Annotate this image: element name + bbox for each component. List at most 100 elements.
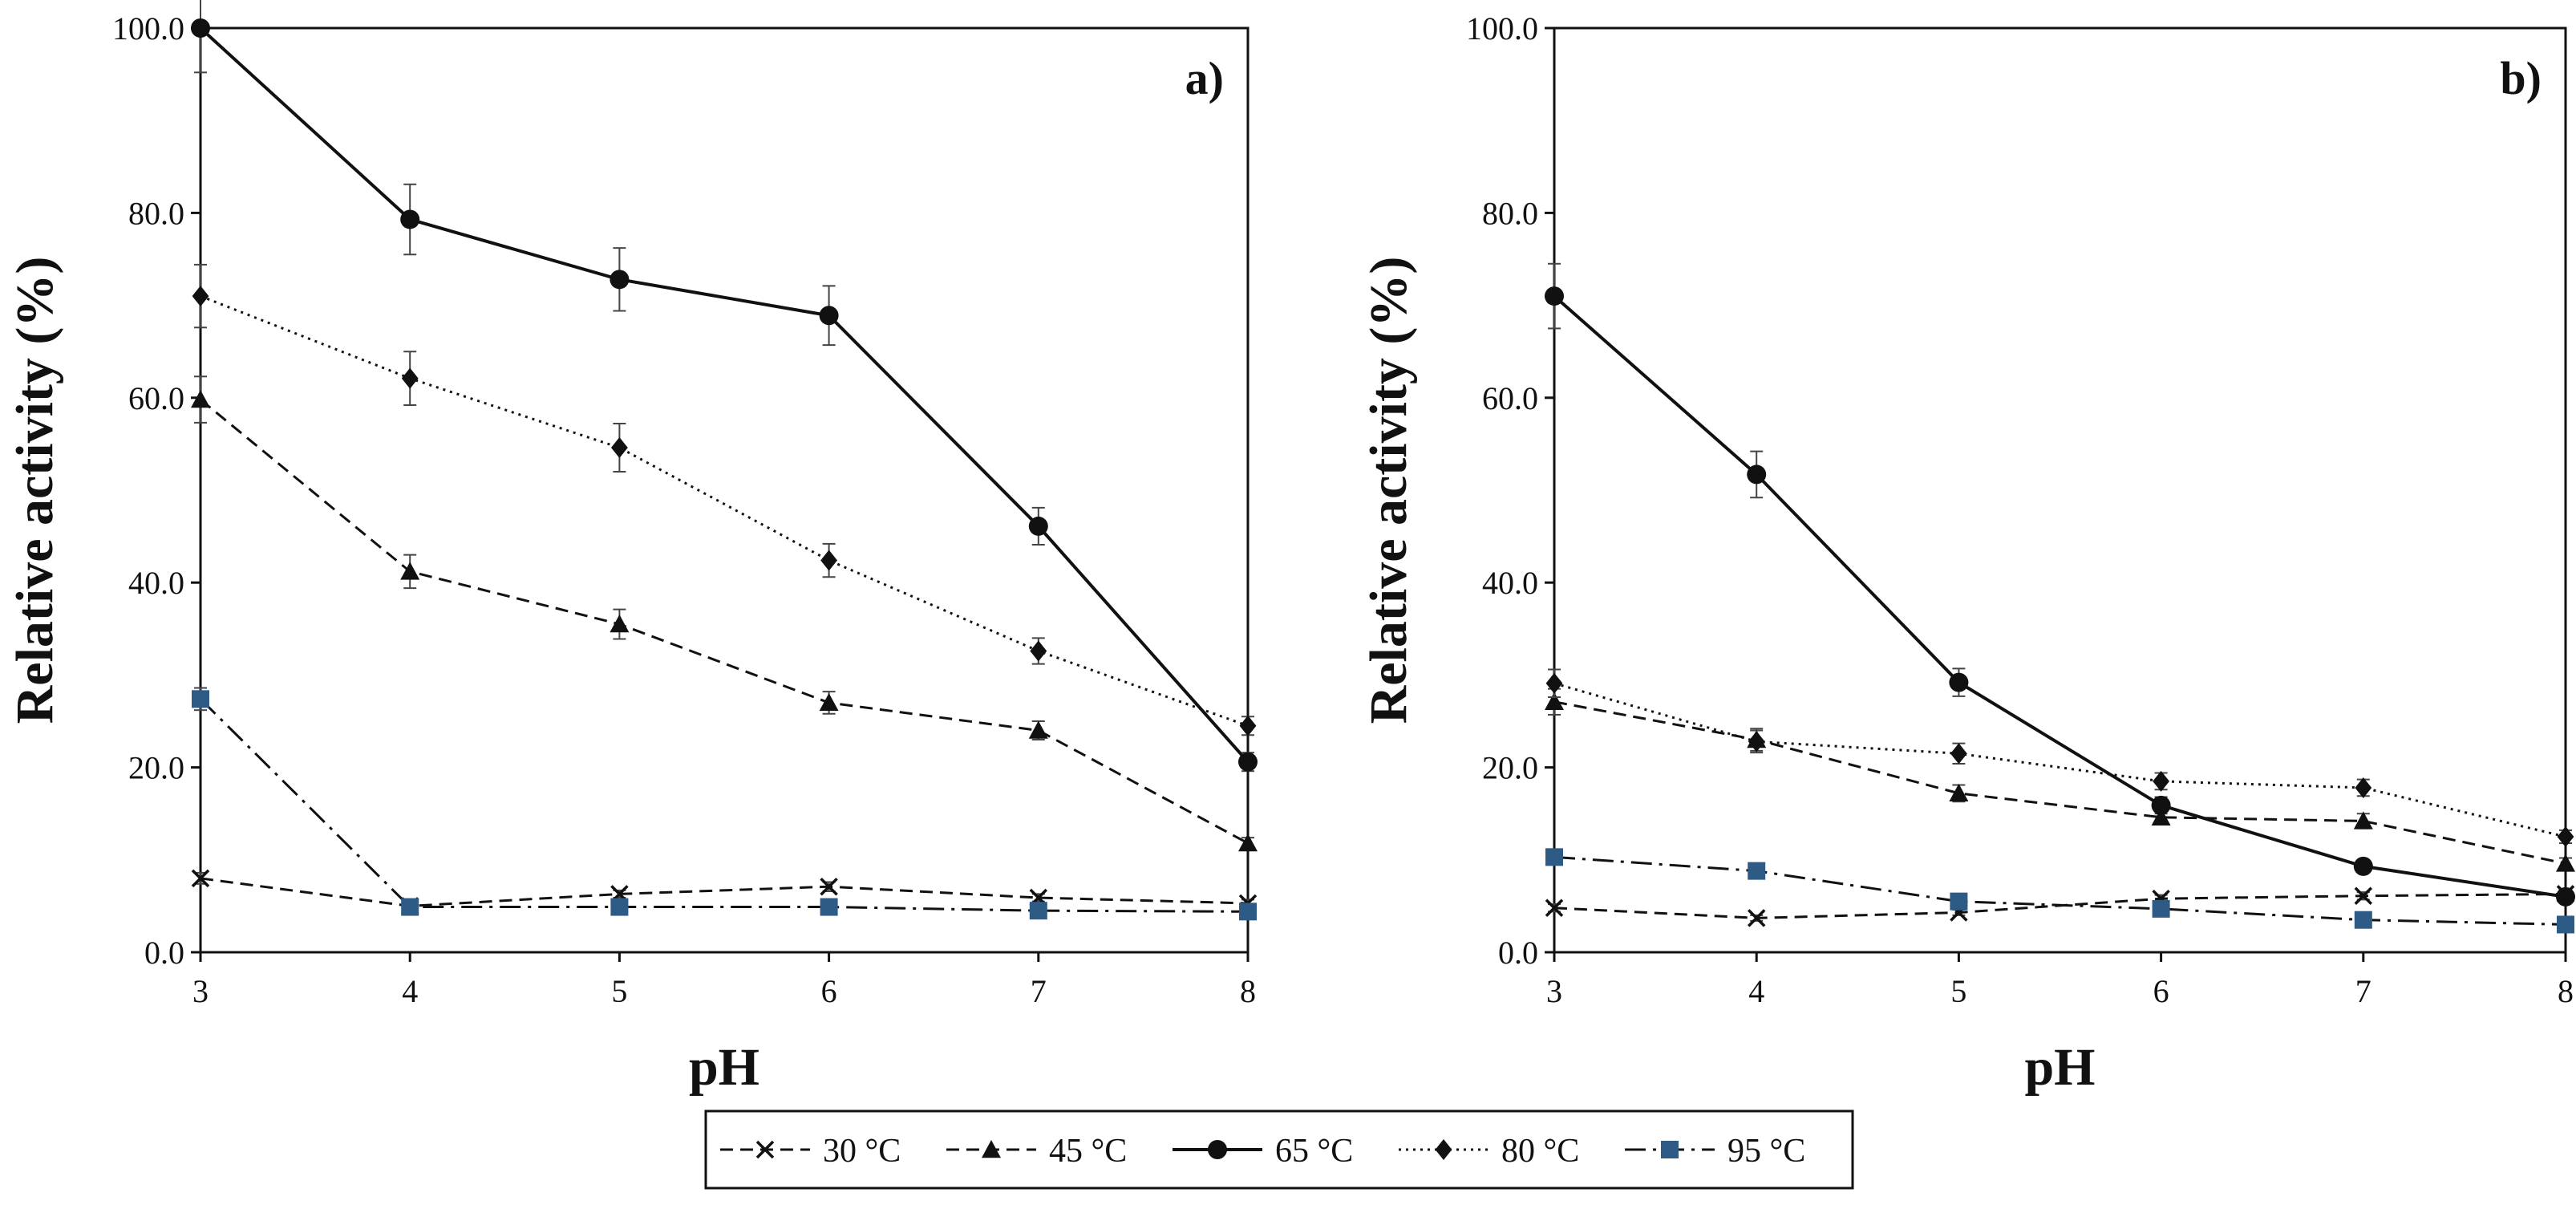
panel-b-data-point — [2355, 777, 2372, 798]
panel-a-data-point — [400, 562, 420, 580]
panel-b-data-point — [1747, 909, 1766, 927]
panel-b-data-point — [1950, 892, 1968, 911]
panel-a-series-line — [199, 26, 1250, 764]
legend-marker — [982, 1140, 1001, 1158]
panel-b-data-point — [1748, 862, 1766, 880]
panel-a-data-point — [611, 437, 628, 459]
panel-a-y-tick-label: 0.0 — [144, 935, 184, 971]
panel-a-data-point — [1238, 752, 1258, 772]
panel-b-data-point — [1747, 464, 1767, 485]
panel-a-data-point — [1029, 902, 1047, 920]
panel-a-data-point — [1238, 834, 1258, 852]
panel-b-y-tick-label: 0.0 — [1498, 935, 1538, 971]
legend-entry: 30 °C — [720, 1133, 901, 1170]
panel-b-data-point — [2557, 826, 2574, 847]
panel-a-y-axis-title: Relative activity (%) — [6, 257, 64, 724]
panel-b-data-point — [1949, 672, 1969, 692]
panel-b-data-point — [2354, 911, 2372, 929]
panel-b-y-tick-label: 20.0 — [1482, 750, 1538, 786]
panel-b-series-line — [1553, 855, 2566, 926]
panel-a-data-point — [1028, 720, 1048, 739]
panel-b-chart: 0.0 20.0 40.0 60.0 80.0 100.0 3 4 5 6 7 8 pH Relative… — [1359, 10, 2575, 1097]
panel-b-y-tick-label: 60.0 — [1482, 380, 1538, 416]
panel-a-data-point — [401, 898, 419, 916]
legend-entry: 65 °C — [1173, 1133, 1353, 1170]
panel-a-x-tick-label: 6 — [821, 973, 837, 1009]
panel-b-x-tick-label: 5 — [1950, 973, 1966, 1009]
panel-a-data-point — [192, 690, 209, 708]
panel-a-y-tick-label: 80.0 — [128, 195, 184, 231]
panel-a-data-point — [819, 692, 839, 712]
panel-a-series-2 — [191, 0, 1258, 773]
panel-a-plot-frame — [199, 26, 1250, 954]
panel-b-data-point — [1545, 286, 1564, 306]
panel-a-data-point — [191, 869, 210, 888]
panel-b-y-tick-label: 40.0 — [1482, 565, 1538, 601]
panel-a-series-1 — [191, 375, 1258, 852]
panel-a-series-line — [200, 294, 1249, 728]
panel-b-data-point — [2152, 899, 2170, 918]
panel-a-data-point — [610, 898, 629, 916]
panel-b-data-point — [2354, 886, 2373, 905]
panel-a-y-tick-label: 20.0 — [128, 750, 184, 786]
panel-a-data-point — [401, 367, 419, 389]
panel-b-panel-label: b) — [2500, 52, 2542, 104]
panel-b-plot-frame — [1553, 26, 2567, 954]
panel-a-chart: 0.0 20.0 40.0 60.0 80.0 100.0 3 4 5 6 7 8 pH Relative… — [6, 0, 1258, 1097]
panel-a-series-3 — [192, 263, 1257, 736]
panel-b-x-axis-title: pH — [2024, 1038, 2095, 1097]
panel-a-x-axis-title: pH — [689, 1038, 759, 1097]
panel-b-data-point — [2557, 915, 2574, 934]
panel-b-data-point — [2151, 807, 2171, 826]
panel-a-data-point — [610, 615, 630, 633]
panel-a-data-point — [400, 209, 420, 229]
legend-marker — [1208, 1140, 1227, 1159]
panel-b-data-point — [2556, 854, 2575, 872]
legend-marker — [755, 1140, 775, 1159]
panel-a-data-point — [1239, 715, 1257, 736]
panel-b-data-point — [1949, 783, 1969, 802]
panel-b-x-tick-label: 6 — [2153, 973, 2169, 1009]
legend-label: 95 °C — [1727, 1133, 1805, 1170]
panel-b-x-tick-label: 3 — [1546, 973, 1562, 1009]
panel-b-series-line — [1553, 682, 2566, 838]
panel-b-data-point — [1545, 692, 1564, 711]
panel-b-x-tick-label: 7 — [2355, 973, 2371, 1009]
panel-b-y-axis-title: Relative activity (%) — [1359, 257, 1418, 724]
panel-a-panel-label: a) — [1185, 52, 1224, 104]
panel-a-y-tick-label: 60.0 — [128, 380, 184, 416]
legend-label: 65 °C — [1275, 1133, 1353, 1170]
panel-b-data-point — [2556, 886, 2575, 907]
panel-a-data-point — [820, 877, 838, 896]
legend-entry: 45 °C — [946, 1133, 1127, 1170]
panel-b-series-1 — [1545, 688, 2575, 872]
legend-label: 30 °C — [823, 1133, 901, 1170]
panel-b-x-tick-label: 8 — [2558, 973, 2574, 1009]
panel-a-x-tick-label: 7 — [1031, 973, 1047, 1009]
panel-b-series-2 — [1545, 262, 2575, 907]
panel-b-data-point — [2153, 770, 2169, 792]
panel-a-data-point — [191, 18, 210, 38]
panel-b-series-line — [1553, 700, 2566, 865]
panel-b-series-4 — [1545, 848, 2574, 934]
panel-a-y-tick-label: 100.0 — [112, 10, 184, 47]
panel-a-y-tick-label: 40.0 — [128, 565, 184, 601]
panel-a-data-point — [1028, 516, 1048, 536]
legend-entry: 80 °C — [1399, 1133, 1579, 1170]
panel-a-x-tick-label: 8 — [1240, 973, 1256, 1009]
legend: 30 °C 45 °C 65 °C 80 °C 95 °C — [704, 1109, 1854, 1190]
panel-b-data-point — [1545, 899, 1564, 917]
panel-a-data-point — [820, 898, 838, 916]
panel-a-series-line — [200, 398, 1249, 845]
panel-b-series-3 — [1545, 668, 2574, 847]
panel-a-data-point — [820, 550, 837, 571]
panel-a-data-point — [191, 390, 210, 408]
legend-label: 45 °C — [1049, 1133, 1127, 1170]
panel-b-data-point — [1950, 743, 1967, 765]
panel-b-data-point — [2151, 795, 2171, 815]
panel-a-x-tick-label: 5 — [611, 973, 627, 1009]
panel-a-series-4 — [192, 687, 1257, 921]
panel-b-data-point — [1545, 672, 1563, 694]
panel-b-x-tick-label: 4 — [1748, 973, 1764, 1009]
